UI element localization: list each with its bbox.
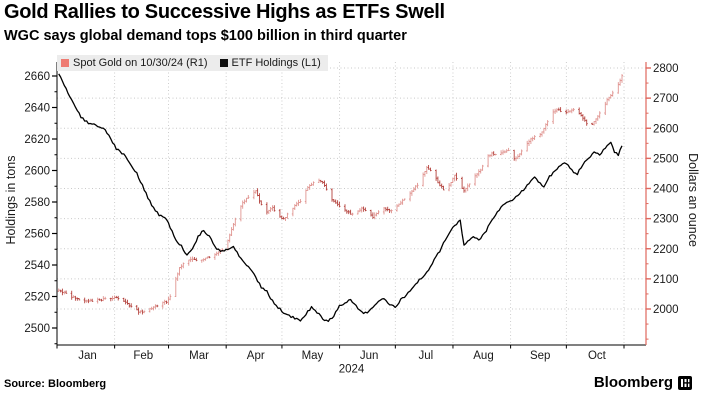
right-axis-title: Dollars an ounce	[686, 153, 700, 247]
left-tick-label: 2660	[24, 71, 50, 83]
right-tick-label: 2200	[653, 244, 679, 256]
left-tick-label: 2620	[24, 134, 50, 146]
spot-gold-bars-down	[59, 107, 594, 315]
legend-item-spot-gold: Spot Gold on 10/30/24 (R1)	[61, 57, 208, 69]
right-tick-label: 2800	[653, 63, 679, 75]
source-credit: Source: Bloomberg	[4, 378, 107, 390]
right-tick-label: 2100	[653, 274, 679, 286]
left-tick-label: 2540	[24, 260, 50, 272]
left-tick-label: 2640	[24, 103, 50, 115]
month-label: Apr	[247, 350, 265, 362]
month-label: Mar	[189, 350, 209, 362]
month-label: Jan	[78, 350, 97, 362]
month-label: Sep	[530, 350, 550, 362]
page-subtitle: WGC says global demand tops $100 billion…	[4, 28, 407, 44]
right-tick-label: 2700	[653, 93, 679, 105]
month-label: Jun	[360, 350, 379, 362]
month-label: May	[302, 350, 324, 362]
right-tick-label: 2600	[653, 123, 679, 135]
left-tick-label: 2520	[24, 292, 50, 304]
year-label: 2024	[339, 364, 365, 376]
etf-holdings-swatch-icon	[219, 59, 228, 67]
spot-gold-swatch-icon	[61, 59, 69, 67]
right-tick-label: 2000	[653, 304, 679, 316]
spot-gold-bars-up	[57, 74, 624, 314]
legend-item-etf-holdings: ETF Holdings (L1)	[219, 57, 321, 69]
bloomberg-mark-icon	[678, 375, 692, 390]
month-label: Aug	[473, 350, 493, 362]
month-label: Jul	[419, 350, 434, 362]
left-axis-title: Holdings in tons	[4, 156, 18, 245]
page-title: Gold Rallies to Successive Highs as ETFs…	[4, 1, 445, 23]
month-label: Oct	[588, 350, 607, 362]
left-tick-label: 2580	[24, 197, 50, 209]
left-tick-label: 2600	[24, 166, 50, 178]
bloomberg-wordmark: Bloomberg	[593, 374, 673, 391]
legend-label-spot-gold: Spot Gold on 10/30/24 (R1)	[73, 57, 208, 69]
right-tick-label: 2500	[653, 153, 679, 165]
left-tick-label: 2560	[24, 229, 50, 241]
bloomberg-logo: Bloomberg	[594, 374, 692, 391]
month-label: Feb	[133, 350, 153, 362]
right-tick-label: 2300	[653, 214, 679, 226]
chart-legend: Spot Gold on 10/30/24 (R1) ETF Holdings …	[57, 55, 328, 71]
etf-holdings-line	[58, 73, 623, 323]
right-tick-label: 2400	[653, 184, 679, 196]
left-tick-label: 2500	[24, 323, 50, 335]
legend-label-etf-holdings: ETF Holdings (L1)	[231, 57, 321, 69]
